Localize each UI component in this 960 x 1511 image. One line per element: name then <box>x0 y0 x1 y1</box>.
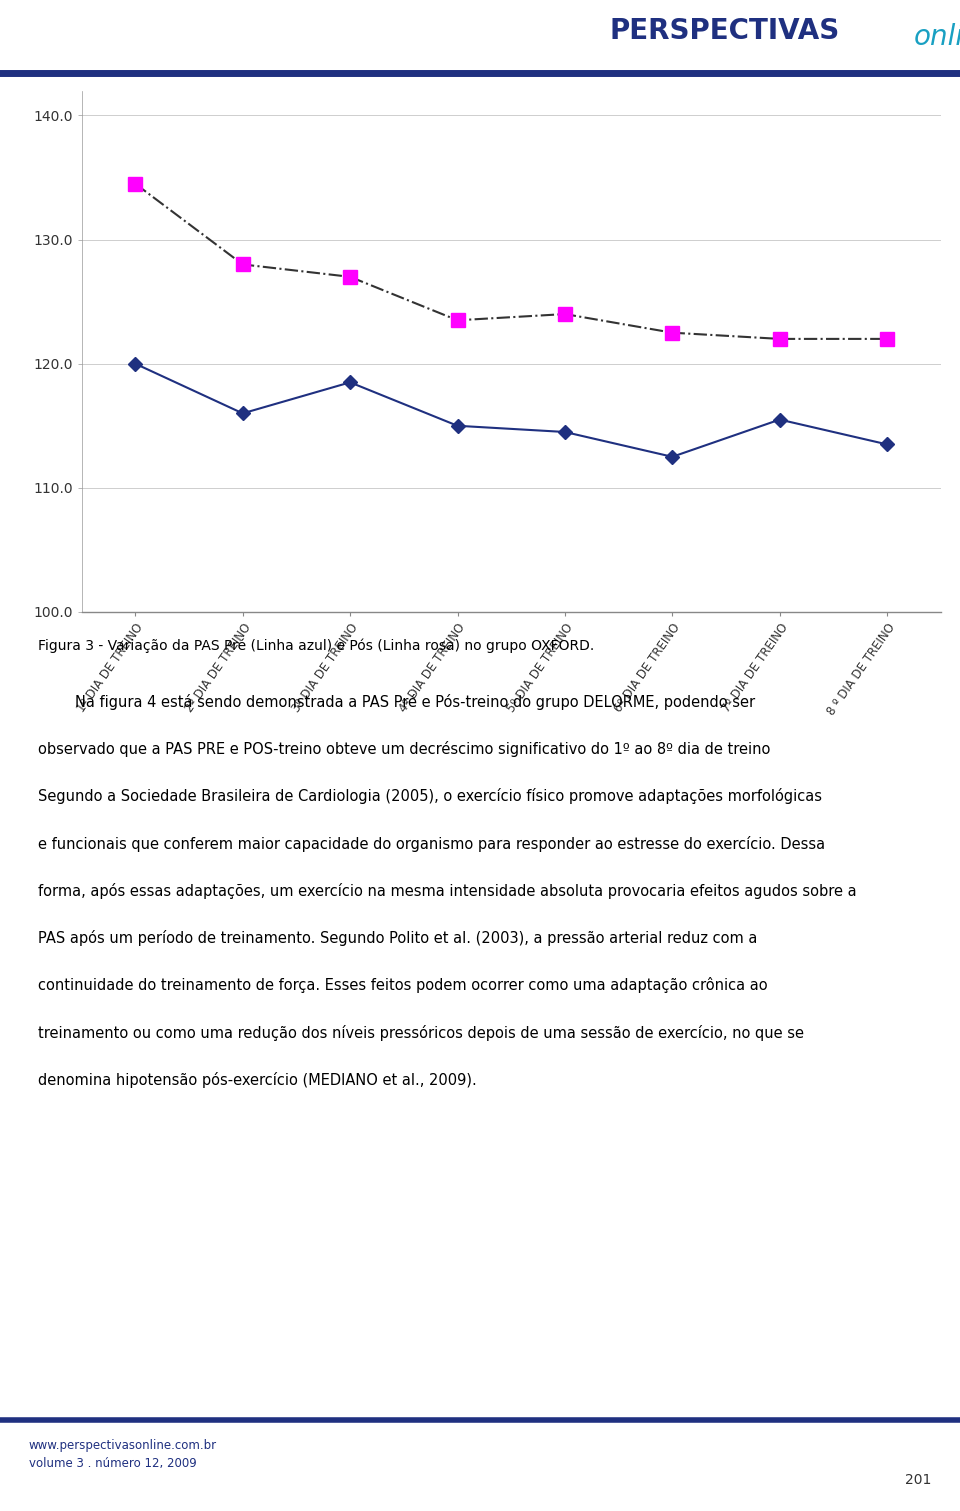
Text: observado que a PAS PRE e POS-treino obteve um decréscimo significativo do 1º ao: observado que a PAS PRE e POS-treino obt… <box>38 740 771 757</box>
Text: Figura 3 - Variação da PAS Pré (Linha azul) e Pós (Linha rosa) no grupo OXFORD.: Figura 3 - Variação da PAS Pré (Linha az… <box>38 639 594 653</box>
Text: continuidade do treinamento de força. Esses feitos podem ocorrer como uma adapta: continuidade do treinamento de força. Es… <box>38 978 768 993</box>
Text: online: online <box>914 23 960 51</box>
Text: treinamento ou como uma redução dos níveis pressóricos depois de uma sessão de e: treinamento ou como uma redução dos níve… <box>38 1024 804 1041</box>
Text: PERSPECTIVAS: PERSPECTIVAS <box>610 17 840 45</box>
Text: forma, após essas adaptações, um exercício na mesma intensidade absoluta provoca: forma, após essas adaptações, um exercíc… <box>38 882 857 899</box>
Text: Segundo a Sociedade Brasileira de Cardiologia (2005), o exercício físico promove: Segundo a Sociedade Brasileira de Cardio… <box>38 789 823 804</box>
Text: www.perspectivasonline.com.br
volume 3 . número 12, 2009: www.perspectivasonline.com.br volume 3 .… <box>29 1438 217 1470</box>
Text: PAS após um período de treinamento. Segundo Polito et al. (2003), a pressão arte: PAS após um período de treinamento. Segu… <box>38 931 757 946</box>
Text: Na figura 4 está sendo demonstrada a PAS Pré e Pós-treino do grupo DELORME, pode: Na figura 4 está sendo demonstrada a PAS… <box>38 694 756 710</box>
Text: e funcionais que conferem maior capacidade do organismo para responder ao estres: e funcionais que conferem maior capacida… <box>38 836 826 852</box>
Text: denomina hipotensão pós-exercício (MEDIANO et al., 2009).: denomina hipotensão pós-exercício (MEDIA… <box>38 1071 477 1088</box>
Text: 201: 201 <box>905 1473 931 1487</box>
